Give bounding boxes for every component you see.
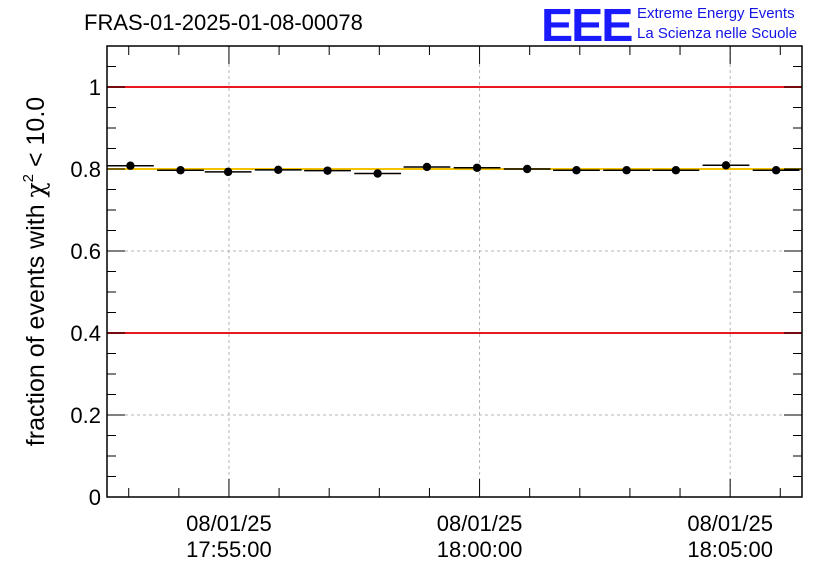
eee-logo-mark: EEE	[541, 0, 633, 51]
y-tick-label: 0.2	[70, 403, 101, 428]
data-point	[176, 166, 185, 175]
chart-title: FRAS-01-2025-01-08-00078	[84, 10, 363, 35]
y-tick-label: 0	[89, 485, 101, 510]
data-point	[771, 166, 781, 175]
data-point	[472, 163, 482, 172]
x-tick-label-date: 08/01/25	[186, 511, 272, 536]
data-point	[721, 161, 731, 170]
data-point	[223, 167, 233, 177]
eee-logo: EEE Extreme Energy Events La Scienza nel…	[541, 0, 831, 51]
y-tick-label: 0.8	[70, 157, 101, 182]
data-point	[572, 166, 581, 175]
y-tick-label: 0.4	[70, 321, 101, 346]
x-tick-label-time: 18:00:00	[437, 537, 523, 562]
data-point	[422, 162, 432, 172]
y-tick-label: 0.6	[70, 239, 101, 264]
logo-text-line2: La Scienza nelle Scuole	[637, 25, 798, 42]
data-point	[522, 164, 532, 174]
data-point	[274, 165, 283, 175]
y-tick-label: 1	[89, 75, 101, 100]
data-point	[323, 166, 332, 175]
data-point	[373, 169, 382, 178]
x-tick-label-date: 08/01/25	[437, 511, 523, 536]
plot-frame	[106, 45, 803, 498]
data-point	[126, 161, 135, 170]
data-point	[671, 166, 681, 175]
x-tick-label-time: 17:55:00	[186, 537, 272, 562]
logo-text-line1: Extreme Energy Events	[637, 5, 795, 22]
x-tick-label-date: 08/01/25	[687, 511, 773, 536]
data-point	[622, 166, 631, 175]
x-tick-label-time: 18:05:00	[687, 537, 773, 562]
y-axis-label: fraction of events with χ2 < 10.0	[20, 97, 50, 446]
